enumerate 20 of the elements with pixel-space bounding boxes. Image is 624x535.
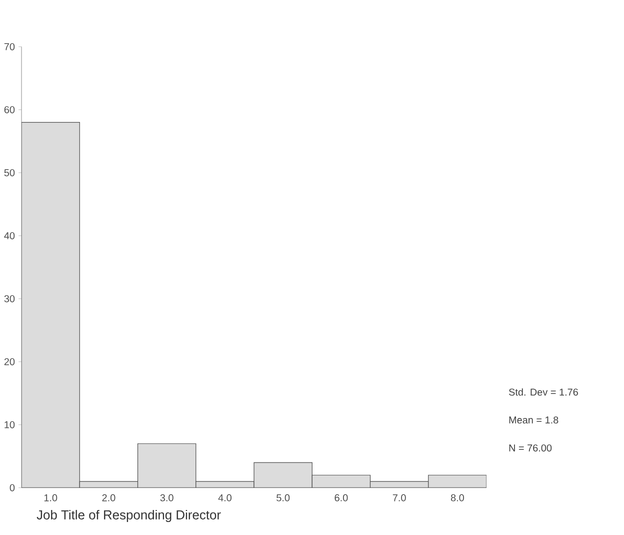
y-tick-label: 10 xyxy=(4,421,15,428)
y-tick-label: 60 xyxy=(4,106,15,114)
text: N = 76.00 xyxy=(509,444,552,452)
x-tick-label: 2.0 xyxy=(102,494,116,502)
y-tick-label: 50 xyxy=(4,169,15,176)
x-tick-label: 3.0 xyxy=(160,494,174,502)
x-tick-label: 4.0 xyxy=(218,494,232,502)
x-tick-label: 1.0 xyxy=(44,494,58,502)
x-tick-label: 8.0 xyxy=(450,494,464,502)
text: Std. Dev = 1.76 xyxy=(508,388,578,396)
y-tick-label: 40 xyxy=(4,232,15,240)
x-axis-title: Job Title of Responding Director xyxy=(36,510,221,522)
y-tick-label: 20 xyxy=(4,358,15,366)
x-tick-label: 6.0 xyxy=(334,494,348,502)
x-tick-label: 7.0 xyxy=(392,494,406,502)
x-tick-label: 5.0 xyxy=(276,494,290,502)
y-tick-label: 0 xyxy=(10,484,15,492)
text: Mean = 1.8 xyxy=(509,416,558,424)
y-tick-label: 30 xyxy=(4,295,15,302)
y-tick-label: 70 xyxy=(4,43,15,50)
